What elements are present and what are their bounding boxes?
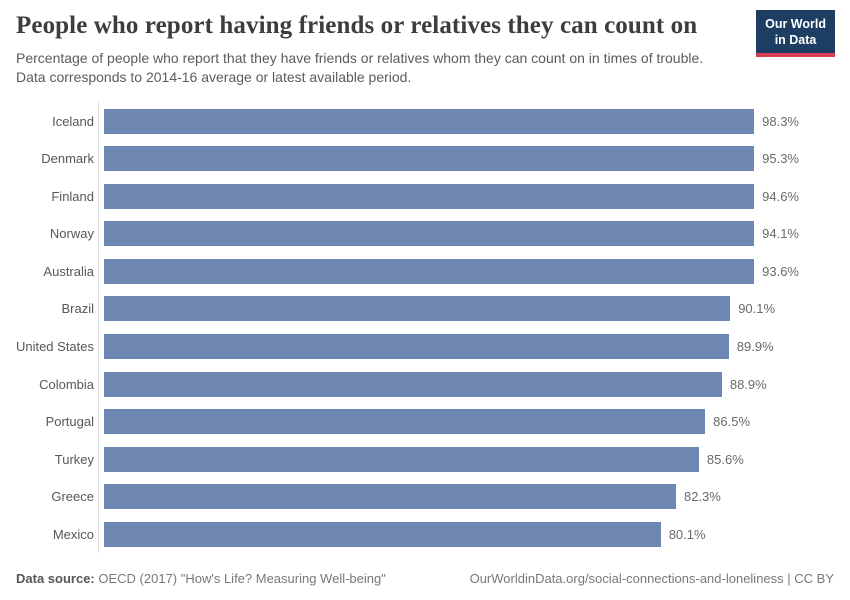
value-label-turkey: 85.6%	[706, 451, 744, 467]
value-label-australia: 93.6%	[762, 263, 799, 279]
bar-track-australia: 93.6%	[98, 252, 799, 291]
bar-track-finland: 94.6%	[98, 177, 799, 215]
data-source: Data source: OECD (2017) "How's Life? Me…	[16, 571, 386, 586]
value-label-norway: 94.1%	[762, 226, 799, 242]
country-label-colombia: Colombia	[39, 376, 94, 392]
bar-row-norway: Norway 94.1%	[0, 215, 850, 253]
country-label-finland: Finland	[51, 188, 94, 204]
country-label-denmark: Denmark	[41, 151, 94, 167]
bar-rows: Iceland 98.3% Denmark 95.3% Finland 94.6% Norw…	[0, 102, 850, 554]
value-label-portugal: 86.5%	[713, 414, 751, 430]
bar-track-turkey: 85.6%	[98, 440, 799, 479]
bar-row-iceland: Iceland 98.3%	[0, 102, 850, 140]
country-label-united-states: United States	[15, 339, 94, 355]
bar-portugal[interactable]	[104, 409, 706, 435]
country-label-iceland: Iceland	[52, 113, 94, 129]
country-label-portugal: Portugal	[45, 414, 94, 430]
page-title: People who report having friends or rela…	[16, 12, 698, 39]
country-label-brazil: Brazil	[61, 301, 94, 317]
bar-mexico[interactable]	[104, 522, 661, 548]
bar-row-greece: Greece 82.3%	[0, 478, 850, 516]
chart-header: People who report having friends or rela…	[0, 10, 850, 86]
bar-row-finland: Finland 94.6%	[0, 177, 850, 215]
bar-track-greece: 82.3%	[98, 478, 799, 516]
bar-row-mexico: Mexico 80.1%	[0, 515, 850, 554]
data-source-text: OECD (2017) "How's Life? Measuring Well-…	[98, 571, 386, 586]
value-label-colombia: 88.9%	[729, 376, 767, 392]
bar-brazil[interactable]	[104, 296, 731, 322]
country-label-norway: Norway	[49, 226, 94, 242]
bar-greece[interactable]	[104, 484, 676, 510]
bar-track-colombia: 88.9%	[98, 365, 799, 403]
logo-line-2: in Data	[774, 32, 817, 47]
chart-footer: Data source: OECD (2017) "How's Life? Me…	[0, 571, 850, 586]
bar-chart: Iceland 98.3% Denmark 95.3% Finland 94.6% Norw…	[0, 102, 850, 554]
bar-finland[interactable]	[104, 183, 755, 209]
bar-row-denmark: Denmark 95.3%	[0, 139, 850, 178]
bar-track-norway: 94.1%	[98, 215, 799, 253]
bar-track-denmark: 95.3%	[98, 139, 799, 178]
chart-subtitle: Percentage of people who report that the…	[16, 50, 704, 85]
bar-norway[interactable]	[104, 221, 755, 247]
value-label-iceland: 98.3%	[762, 113, 799, 129]
value-label-greece: 82.3%	[683, 489, 721, 505]
country-label-australia: Australia	[43, 263, 94, 279]
bar-row-brazil: Brazil 90.1%	[0, 290, 850, 328]
bar-track-iceland: 98.3%	[98, 102, 799, 140]
country-label-turkey: Turkey	[54, 451, 94, 467]
value-label-finland: 94.6%	[762, 188, 799, 204]
logo-line-1: Our World	[765, 17, 826, 31]
bar-australia[interactable]	[104, 258, 755, 284]
bar-iceland[interactable]	[104, 108, 755, 134]
bar-row-turkey: Turkey 85.6%	[0, 440, 850, 479]
owid-logo[interactable]: Our World in Data	[756, 10, 835, 58]
bar-row-united-states: United States 89.9%	[0, 327, 850, 366]
bar-row-australia: Australia 93.6%	[0, 252, 850, 291]
bar-turkey[interactable]	[104, 446, 699, 472]
bar-row-colombia: Colombia 88.9%	[0, 365, 850, 403]
bar-track-united-states: 89.9%	[98, 327, 799, 366]
bar-row-portugal: Portugal 86.5%	[0, 402, 850, 441]
bar-track-brazil: 90.1%	[98, 290, 799, 328]
value-label-united-states: 89.9%	[736, 339, 774, 355]
bar-colombia[interactable]	[104, 371, 722, 397]
bar-denmark[interactable]	[104, 146, 755, 172]
bar-track-mexico: 80.1%	[98, 515, 799, 554]
country-label-mexico: Mexico	[52, 527, 94, 543]
bar-united-states[interactable]	[104, 334, 729, 360]
country-label-greece: Greece	[51, 489, 94, 505]
footer-link[interactable]: OurWorldinData.org/social-connections-an…	[469, 571, 834, 586]
value-label-brazil: 90.1%	[738, 301, 776, 317]
value-label-denmark: 95.3%	[762, 151, 799, 167]
data-source-label: Data source:	[16, 571, 95, 586]
bar-track-portugal: 86.5%	[98, 402, 799, 441]
value-label-mexico: 80.1%	[668, 527, 706, 543]
